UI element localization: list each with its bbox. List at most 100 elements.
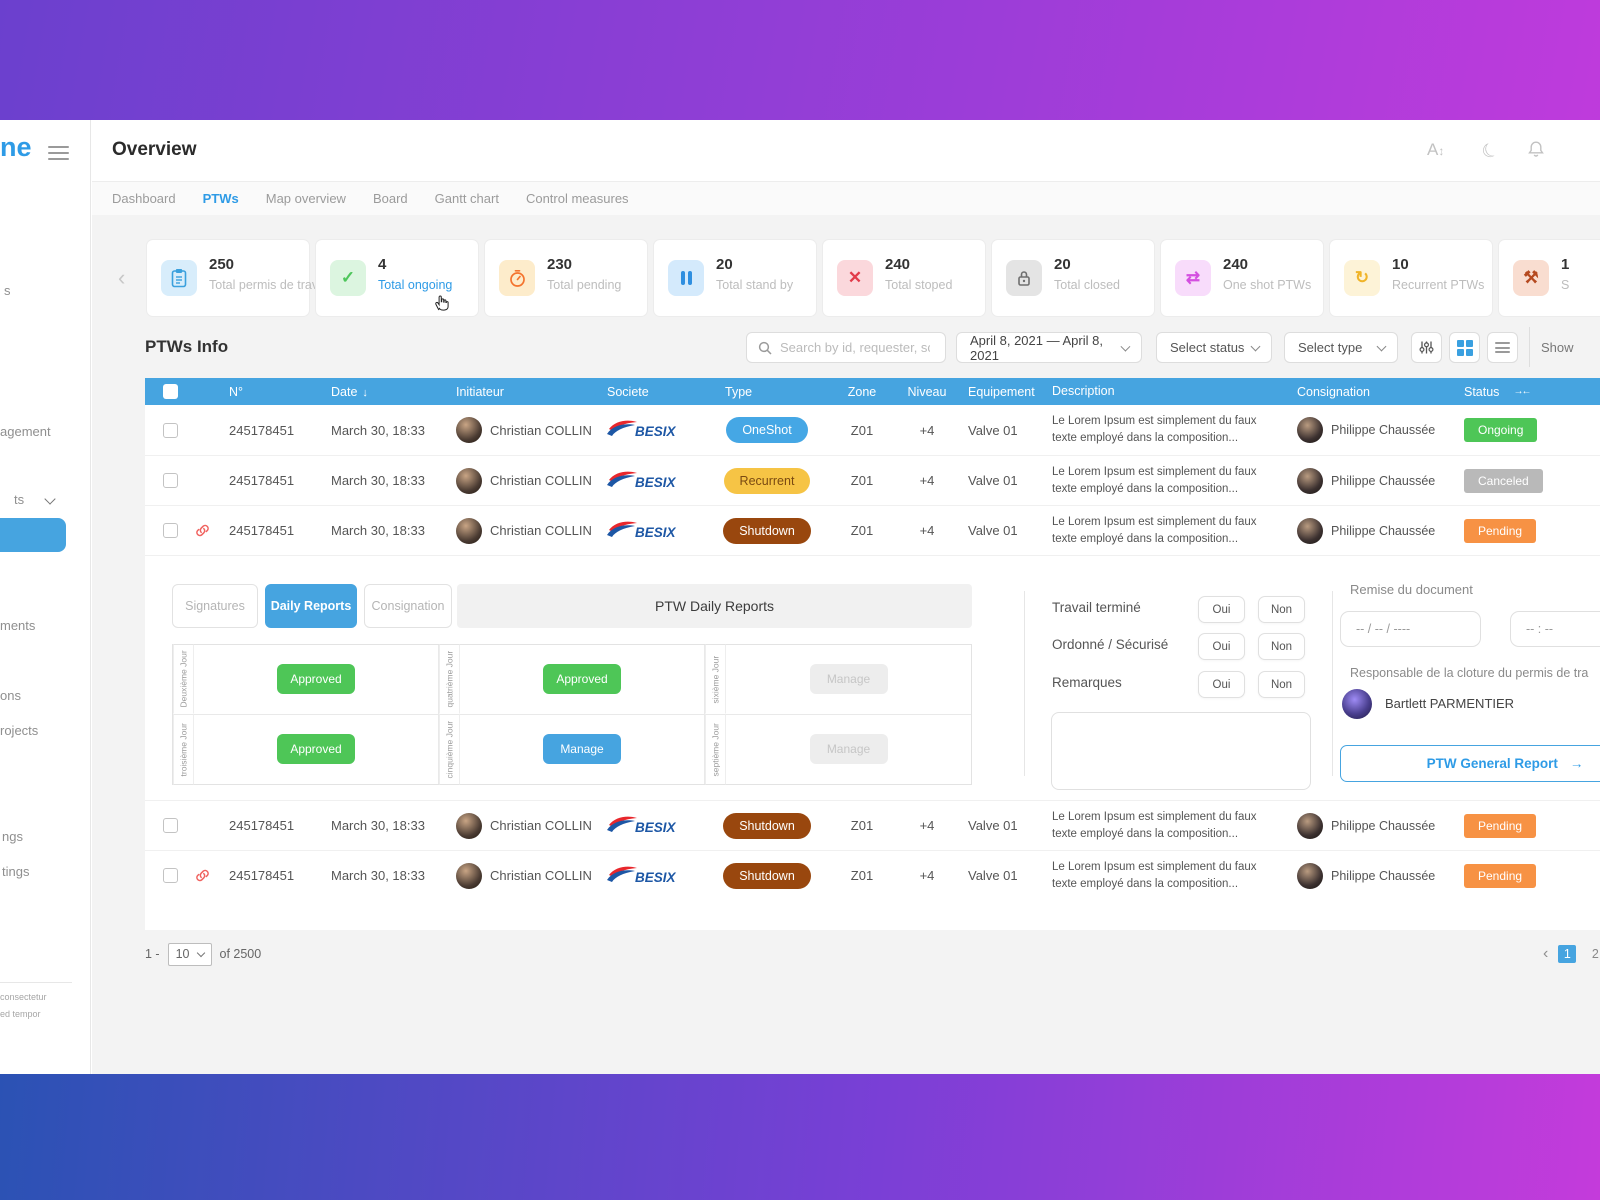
non-button[interactable]: Non [1258,633,1305,660]
sidebar-item[interactable]: ts [14,492,25,507]
stat-card-oneshot-ptws[interactable]: ⇄ 240 One shot PTWs [1161,240,1323,316]
sidebar-item[interactable]: ons [0,688,21,703]
remise-date-input[interactable]: -- / -- / ---- [1340,611,1481,647]
type-filter-select[interactable]: Select type [1284,332,1398,363]
col-status[interactable]: Status →← [1464,384,1531,399]
status-filter-select[interactable]: Select status [1156,332,1272,363]
tab-map-overview[interactable]: Map overview [265,191,346,206]
remise-time-input[interactable]: -- : -- [1510,611,1600,647]
col-consignation[interactable]: Consignation [1297,384,1370,399]
initiator-name: Christian COLLIN [490,868,592,883]
row-checkbox[interactable] [163,473,178,488]
text-size-icon[interactable]: A↕ [1427,140,1445,159]
table-row[interactable]: 245178451 March 30, 18:33 Christian COLL… [145,850,1600,900]
search-icon [758,341,772,355]
panel-divider [1024,591,1025,776]
table-row-expanded[interactable]: 245178451 March 30, 18:33 Christian COLL… [145,505,1600,555]
ptw-general-report-button[interactable]: PTW General Report → [1340,745,1600,782]
sidebar-divider [0,982,72,983]
tab-daily-reports[interactable]: Daily Reports [265,584,357,628]
app-logo: ne [0,132,32,162]
topbar: Overview A↕ ☾ [92,120,1600,182]
tab-board[interactable]: Board [372,191,408,206]
row-checkbox[interactable] [163,818,178,833]
stat-card-partial[interactable]: ⚒ 1 S [1499,240,1600,316]
page-1[interactable]: 1 [1558,945,1577,963]
col-societe[interactable]: Societe [607,384,649,399]
row-checkbox[interactable] [163,422,178,438]
stat-value: 10 [1392,256,1409,273]
stat-card-recurrent-ptws[interactable]: ↻ 10 Recurrent PTWs [1330,240,1492,316]
range-start: 1 - [145,947,160,961]
col-type[interactable]: Type [725,384,753,399]
type-badge: Shutdown [723,812,811,839]
cards-prev-icon[interactable]: ‹ [118,265,126,290]
app-window: ne s agement ts ments ons rojects ngs ti… [0,120,1600,1074]
stat-card-total-closed[interactable]: 20 Total closed [992,240,1154,316]
tab-signatures[interactable]: Signatures [172,584,258,628]
row-checkbox[interactable] [163,868,178,883]
stat-card-total-pending[interactable]: 230 Total pending [485,240,647,316]
oui-button[interactable]: Oui [1198,596,1245,623]
day-approved-button[interactable]: Approved [277,664,355,695]
ptws-table: N° Date ↓ Initiateur Societe Type Zone Ni… [145,378,1600,930]
oui-button[interactable]: Oui [1198,671,1245,698]
sidebar-item[interactable]: ngs [2,829,23,844]
search-input[interactable] [780,340,930,355]
day-approved-button[interactable]: Approved [543,664,621,695]
sidebar-item[interactable]: ments [0,618,36,633]
tab-control-measures[interactable]: Control measures [525,191,629,206]
remarks-textarea[interactable] [1051,712,1311,790]
sidebar-item[interactable]: s [4,283,11,298]
equipement: Valve 01 [968,868,1018,883]
sidebar-item[interactable]: agement [0,424,51,439]
stat-card-total-stopped[interactable]: ✕ 240 Total stoped [823,240,985,316]
tab-consignation[interactable]: Consignation [364,584,452,628]
day-manage-button[interactable]: Manage [543,734,621,765]
stat-card-total-permits[interactable]: 250 Total permis de travail [147,240,331,316]
day-cell: cinquième Jour Manage [439,714,705,784]
collapse-columns-icon[interactable]: →← [1513,386,1531,397]
stat-card-total-ongoing[interactable]: ✓ 4 Total ongoing [316,240,478,316]
col-zone[interactable]: Zone [847,384,877,399]
consignation-name: Philippe Chaussée [1331,818,1436,833]
svg-text:BESIX: BESIX [635,870,677,885]
menu-icon[interactable] [48,142,69,164]
page-2[interactable]: 2 [1591,947,1599,961]
list-view-button[interactable] [1487,332,1518,363]
prev-page-icon[interactable]: ‹ [1543,945,1549,962]
niveau: +4 [919,422,935,438]
table-row[interactable]: 245178451 March 30, 18:33 Christian COLL… [145,405,1600,455]
table-row[interactable]: 245178451 March 30, 18:33 Christian COLL… [145,455,1600,505]
non-button[interactable]: Non [1258,596,1305,623]
col-niveau[interactable]: Niveau [907,384,947,399]
oui-button[interactable]: Oui [1198,633,1245,660]
non-button[interactable]: Non [1258,671,1305,698]
date-range-select[interactable]: April 8, 2021 — April 8, 2021 [956,332,1142,363]
question-label: Travail terminé [1052,600,1141,615]
sidebar-item[interactable]: tings [2,864,30,879]
tab-gantt-chart[interactable]: Gantt chart [434,191,499,206]
row-checkbox[interactable] [163,523,178,538]
select-all-checkbox[interactable] [163,384,178,399]
col-number[interactable]: N° [229,384,244,399]
stat-card-total-standby[interactable]: 20 Total stand by [654,240,816,316]
tab-dashboard[interactable]: Dashboard [112,191,176,206]
filter-sliders-button[interactable] [1411,332,1442,363]
col-description[interactable]: Description [1052,384,1115,399]
dark-mode-moon-icon[interactable]: ☾ [1478,138,1503,165]
status-filter-value: Select status [1170,340,1245,355]
per-page-select[interactable]: 10 [167,942,212,966]
search-input-wrap[interactable] [746,332,946,363]
table-row[interactable]: 245178451 March 30, 18:33 Christian COLL… [145,800,1600,850]
besix-logo: BESIX [607,469,679,493]
col-equipement[interactable]: Equipement [968,384,1035,399]
col-initiateur[interactable]: Initiateur [456,384,504,399]
tab-ptws[interactable]: PTWs [202,191,239,206]
grid-view-button[interactable] [1449,332,1480,363]
day-approved-button[interactable]: Approved [277,734,355,765]
notifications-bell-icon[interactable] [1527,140,1545,159]
sidebar-item[interactable]: rojects [0,723,39,738]
col-date[interactable]: Date ↓ [331,384,368,399]
sidebar-item-active[interactable] [0,518,66,552]
